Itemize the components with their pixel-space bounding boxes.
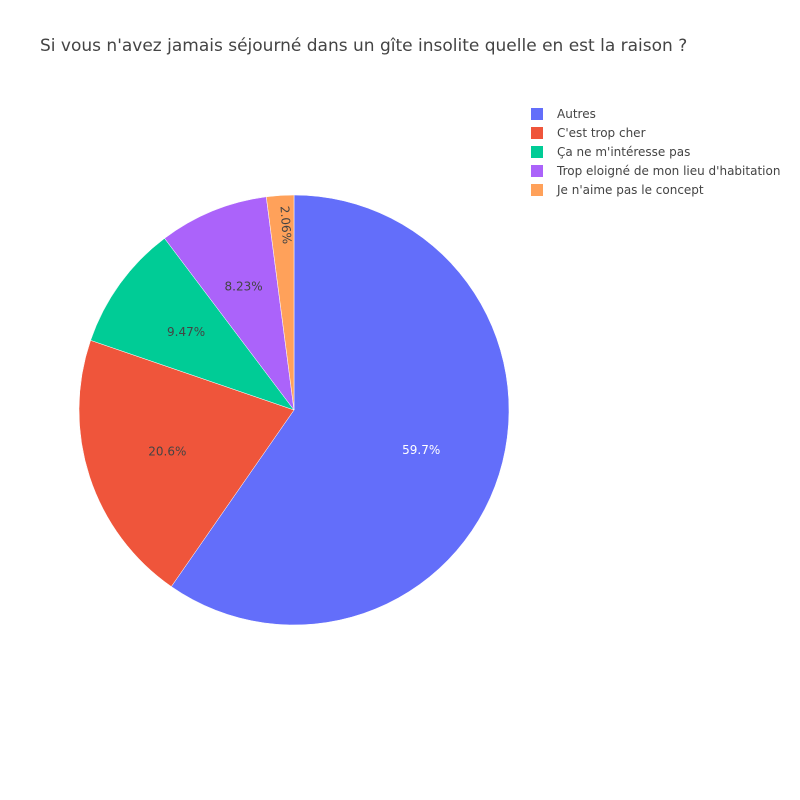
legend-label-2[interactable]: Ça ne m'intéresse pas [557,145,690,159]
legend: Autres C'est trop cher Ça ne m'intéresse p… [531,107,780,197]
pie-slices [78,194,510,626]
legend-label-0[interactable]: Autres [557,107,596,121]
pie-slice-label-3: 8.23% [225,280,263,294]
pie-slice-label-0: 59.7% [402,443,440,457]
pie-slice-1[interactable] [78,340,295,587]
pie-slice-label-1: 20.6% [148,445,186,459]
legend-swatch-1[interactable] [531,127,543,139]
legend-swatch-0[interactable] [531,108,543,120]
legend-swatch-3[interactable] [531,165,543,177]
legend-label-1[interactable]: C'est trop cher [557,126,646,140]
chart-title: Si vous n'avez jamais séjourné dans un g… [40,36,687,56]
pie-slice-label-4: 2.06% [278,205,294,244]
pie-slice-2[interactable] [90,237,295,411]
legend-swatch-4[interactable] [531,184,543,196]
legend-label-4[interactable]: Je n'aime pas le concept [556,183,704,197]
legend-swatch-2[interactable] [531,146,543,158]
legend-label-3[interactable]: Trop eloigné de mon lieu d'habitation [556,164,780,178]
pie-slice-4[interactable] [265,194,295,411]
pie-slice-3[interactable] [164,196,295,411]
pie-labels: 59.7% 20.6% 9.47% 8.23% 2.06% [148,205,440,458]
pie-slice-0[interactable] [170,194,510,626]
pie-slice-label-2: 9.47% [167,325,205,339]
